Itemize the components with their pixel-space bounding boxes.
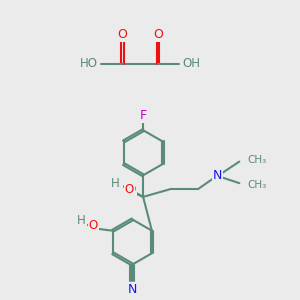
Text: O: O (88, 219, 98, 232)
Text: H: H (111, 177, 120, 190)
Text: F: F (140, 109, 147, 122)
Text: N: N (128, 283, 137, 296)
Text: H: H (77, 214, 86, 227)
Text: CH₃: CH₃ (247, 180, 266, 190)
Text: O: O (153, 28, 163, 40)
Text: O: O (118, 28, 128, 40)
Text: O: O (125, 182, 134, 196)
Text: OH: OH (182, 57, 200, 70)
Text: O: O (127, 182, 136, 196)
Text: HO: HO (80, 57, 98, 70)
Text: CH₃: CH₃ (247, 154, 266, 165)
Text: H: H (113, 177, 122, 190)
Text: N: N (213, 169, 222, 182)
